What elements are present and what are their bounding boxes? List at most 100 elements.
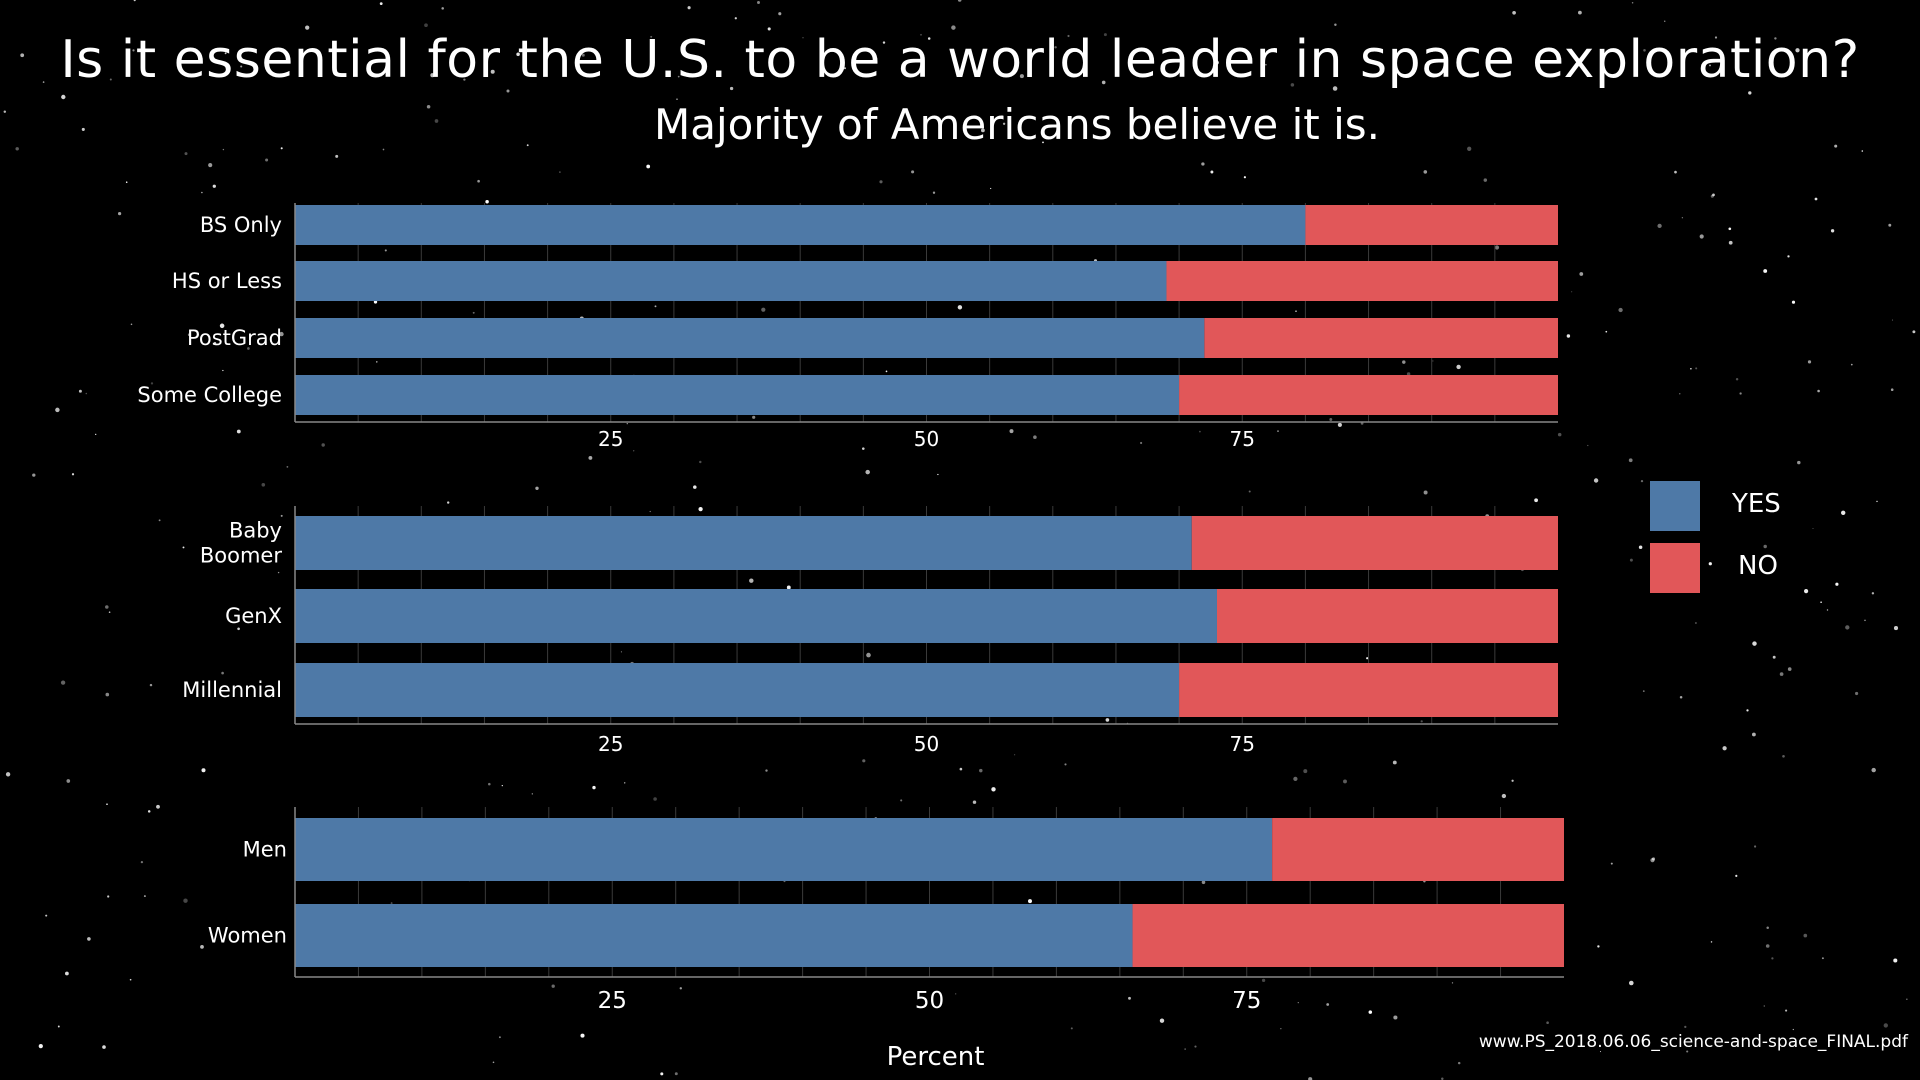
star [698, 506, 703, 512]
star [81, 127, 85, 131]
star [1593, 478, 1599, 483]
star [373, 300, 378, 304]
bar-no-hs-or-less [1166, 261, 1558, 301]
star [1277, 430, 1279, 432]
bar-yes-postgrad [295, 318, 1205, 358]
star [1184, 1048, 1186, 1050]
star [60, 680, 66, 685]
star [660, 1072, 664, 1076]
star [106, 803, 108, 806]
star [237, 627, 240, 631]
star [1871, 592, 1875, 595]
star [1709, 64, 1711, 67]
star [1791, 300, 1796, 304]
star [1070, 1027, 1073, 1030]
star [991, 787, 996, 792]
star [1679, 393, 1681, 395]
star [1803, 933, 1808, 938]
star [1402, 360, 1406, 364]
star [1201, 880, 1206, 885]
star [516, 52, 520, 57]
star [767, 27, 771, 31]
star [221, 671, 224, 675]
star [222, 369, 224, 372]
star [95, 433, 97, 436]
star [236, 429, 241, 434]
star [57, 1025, 60, 1028]
star [1763, 544, 1767, 549]
star [477, 179, 480, 183]
star [485, 199, 489, 204]
star [1766, 926, 1769, 929]
star [1876, 500, 1878, 503]
star [1657, 223, 1662, 229]
star [1771, 957, 1774, 960]
star [1763, 269, 1768, 273]
category-label: Millennial [182, 678, 282, 702]
star [1483, 178, 1488, 182]
star [646, 164, 651, 169]
star [1067, 34, 1070, 38]
star [911, 170, 915, 174]
chart-title: Is it essential for the U.S. to be a wor… [60, 30, 1860, 90]
star [1728, 240, 1733, 245]
star [247, 347, 250, 350]
star [224, 52, 227, 55]
star [182, 546, 185, 549]
star [1684, 1025, 1687, 1029]
star [1210, 170, 1214, 174]
star [1329, 418, 1333, 421]
star [1456, 364, 1461, 370]
star [1674, 170, 1677, 174]
star [1694, 622, 1697, 624]
star [42, 81, 45, 83]
star [749, 578, 754, 583]
star [1618, 307, 1623, 313]
star [927, 37, 931, 40]
star [384, 249, 387, 252]
star [1861, 150, 1864, 152]
star [633, 450, 635, 452]
star [1774, 37, 1777, 40]
star [1423, 170, 1428, 174]
star [1013, 754, 1016, 756]
star [3, 110, 7, 113]
star [1754, 845, 1757, 848]
star [1295, 310, 1297, 313]
star [581, 53, 585, 57]
star [1392, 760, 1397, 765]
star [492, 1061, 495, 1064]
star [150, 382, 154, 385]
star [1912, 330, 1916, 334]
star [335, 154, 339, 158]
star [1782, 754, 1785, 758]
star [15, 147, 19, 151]
star [1714, 36, 1718, 39]
star [1835, 582, 1839, 586]
bar-no-men [1272, 818, 1564, 881]
star [757, 1, 760, 4]
star [1228, 68, 1230, 71]
legend-label-yes: YES [1732, 489, 1781, 519]
star [1817, 389, 1820, 393]
star [1888, 223, 1892, 227]
star [1820, 601, 1822, 603]
star [802, 37, 804, 39]
star [1763, 1005, 1765, 1007]
star [1728, 227, 1732, 231]
star [1830, 229, 1835, 233]
star [650, 35, 653, 38]
star [1893, 626, 1899, 631]
star [184, 152, 188, 156]
star [140, 860, 144, 864]
star [1326, 1003, 1330, 1006]
star [1746, 709, 1749, 712]
star [1638, 545, 1643, 550]
star [1779, 672, 1784, 676]
star [426, 105, 431, 109]
star [1597, 945, 1600, 948]
star [1792, 1028, 1794, 1031]
bar-no-women [1132, 904, 1564, 967]
star [1159, 1018, 1165, 1023]
